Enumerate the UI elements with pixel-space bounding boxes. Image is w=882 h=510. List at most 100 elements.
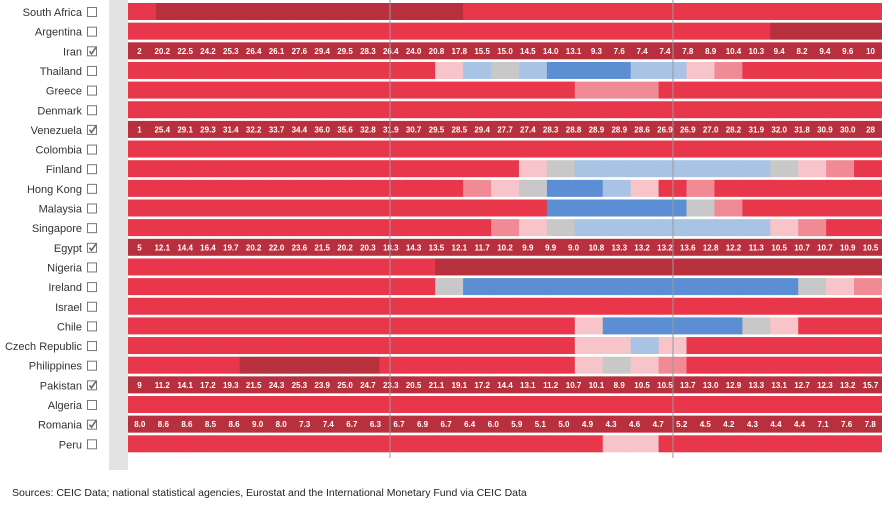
cell [714,3,743,20]
cell-value-label: 30.9 [817,125,833,134]
cell-value-label: 8.0 [276,420,288,429]
cell-value-label: 9.4 [774,47,786,56]
checkbox-thailand[interactable] [87,65,97,76]
cell [211,435,241,453]
cell [155,179,185,197]
cell [686,101,716,119]
cell [435,22,464,40]
cell [295,61,325,79]
cell [854,81,882,99]
checkbox-algeria[interactable] [87,400,97,410]
cell-value-label: 5 [137,243,142,252]
checkbox-czech-republic[interactable] [87,341,97,352]
cell [183,179,213,197]
cell [491,435,520,453]
cell [407,179,436,197]
checkbox-ireland[interactable] [87,282,97,293]
cell-value-label: 4.2 [723,420,735,429]
cell [435,179,464,197]
cell-value-label: 22.0 [269,243,285,252]
cell-value-label: 6.4 [464,420,476,429]
cell-value-label: 29.5 [337,47,353,56]
cell [602,160,632,178]
cell [128,258,157,276]
checkbox-iran[interactable] [87,46,97,57]
checkbox-argentina[interactable] [87,26,97,37]
cell-value-label: 30.0 [840,125,856,134]
cell [798,356,827,374]
cell-value-label: 10.5 [863,243,879,252]
cell [546,317,576,335]
checkbox-israel[interactable] [87,301,97,312]
cell [574,22,604,40]
cell [742,337,771,355]
cell-value-label: 32.8 [360,125,376,134]
cell [686,337,716,355]
checkbox-pakistan[interactable] [87,380,97,391]
cell [714,61,743,79]
cell-value-label: 23.3 [383,381,399,390]
cell [379,396,408,413]
row-label-egypt: Egypt [54,243,82,255]
cell [463,219,492,237]
cell [491,140,520,158]
cell [826,278,855,296]
cell [854,356,882,374]
checkbox-colombia[interactable] [87,144,97,155]
cell [546,396,576,413]
checkbox-philippines[interactable] [87,360,97,371]
cell-value-label: 13.6 [680,243,696,252]
cell-value-label: 14.0 [543,47,559,56]
cell [128,3,157,20]
cell [491,258,520,276]
cell [770,101,799,119]
cell-value-label: 13.1 [771,381,787,390]
checkbox-singapore[interactable] [87,223,97,234]
cell-value-label: 7.8 [682,47,694,56]
cell [714,140,743,158]
checkbox-finland[interactable] [87,164,97,175]
cell [379,317,408,335]
cell [770,140,799,158]
cell [546,81,576,99]
checkbox-greece[interactable] [87,85,97,96]
cell [714,160,743,178]
cell [323,140,353,158]
cell [826,3,855,20]
cell-value-label: 15.0 [497,47,513,56]
cell-value-label: 33.7 [269,125,285,134]
cell [686,61,716,79]
cell [211,81,241,99]
cell [407,160,436,178]
cell-value-label: 10.5 [771,243,787,252]
cell [239,3,269,20]
cell [826,81,855,99]
cell [602,61,632,79]
checkbox-denmark[interactable] [87,105,97,116]
cell [463,356,492,374]
cell [686,435,716,453]
checkbox-egypt[interactable] [87,242,97,253]
checkbox-peru[interactable] [87,439,97,450]
checkbox-venezuela[interactable] [87,124,97,135]
cell [155,337,185,355]
checkbox-hong-kong[interactable] [87,183,97,194]
checkbox-chile[interactable] [87,321,97,332]
cell-value-label: 4.3 [605,420,617,429]
cell [574,219,604,237]
cell [323,61,353,79]
checkbox-romania[interactable] [87,419,97,430]
cell [128,278,157,296]
cell [714,81,743,99]
checkbox-south-africa[interactable] [87,7,97,17]
cell [798,435,827,453]
cell [854,396,882,413]
cell [574,81,604,99]
checkbox-nigeria[interactable] [87,262,97,273]
check-icon [88,46,97,56]
cell-value-label: 19.1 [452,381,468,390]
checkbox-malaysia[interactable] [87,203,97,214]
cell [239,179,269,197]
cell [295,199,325,217]
cell [518,317,548,335]
